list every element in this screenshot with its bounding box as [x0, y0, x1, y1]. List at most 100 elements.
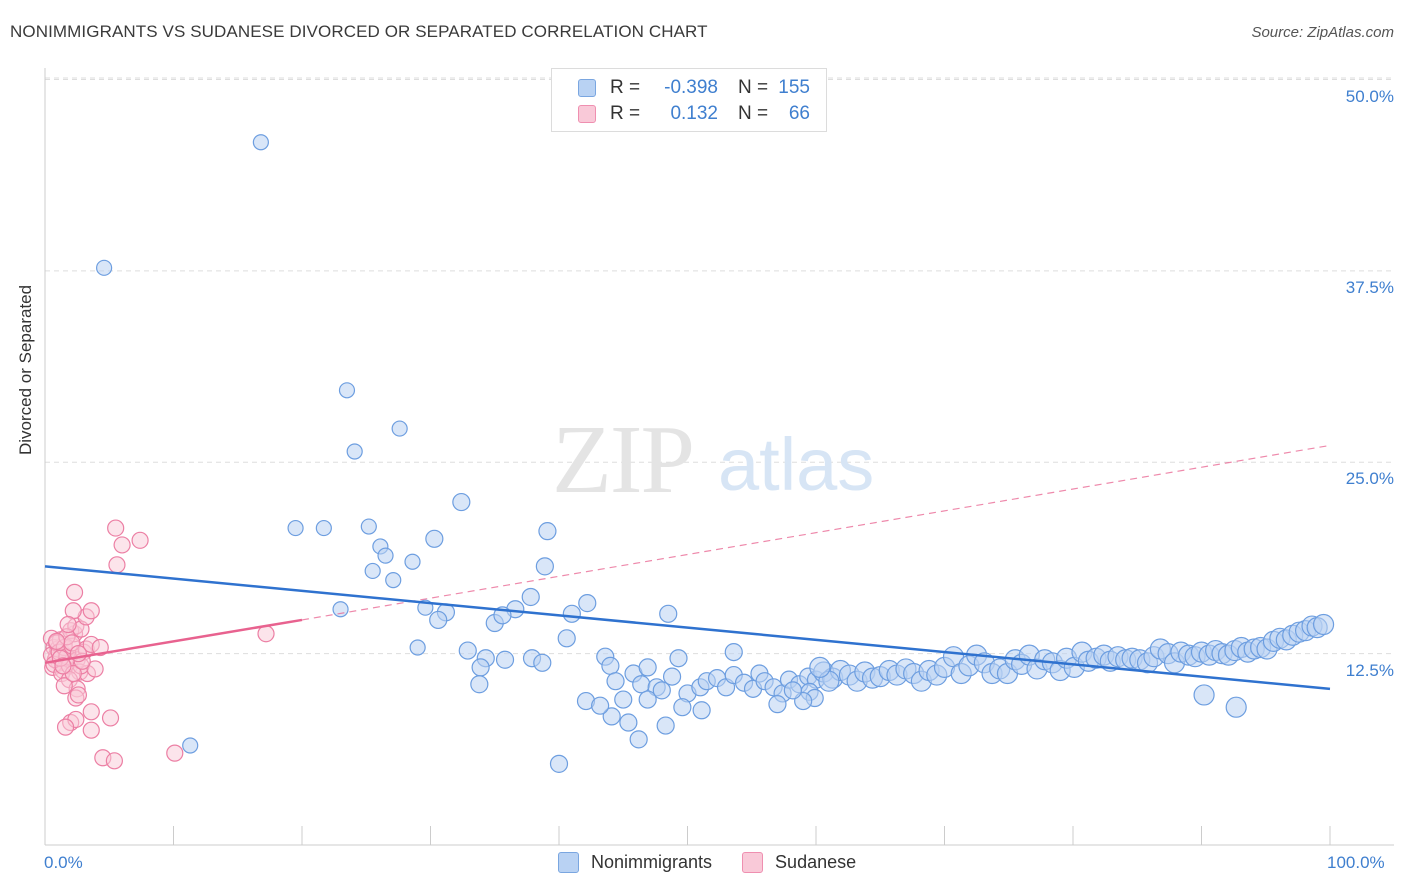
data-point-sudanese	[166, 744, 184, 762]
data-point-nonimmigrants	[377, 547, 394, 564]
data-point-nonimmigrants	[425, 529, 444, 548]
data-point-nonimmigrants	[1225, 696, 1247, 718]
data-point-nonimmigrants	[533, 653, 552, 672]
y-axis-label: Divorced or Separated	[16, 284, 35, 455]
data-point-sudanese	[47, 632, 66, 650]
legend-r-label: R =	[610, 103, 641, 124]
legend-item-sudanese: Sudanese	[742, 852, 856, 873]
data-point-nonimmigrants	[470, 675, 489, 694]
data-point-nonimmigrants	[549, 754, 569, 773]
data-point-sudanese	[113, 536, 131, 554]
data-point-nonimmigrants	[591, 696, 610, 715]
correlation-legend: R = -0.398 N = 155 R = 0.132 N = 66	[551, 68, 827, 132]
data-point-sudanese	[82, 703, 100, 721]
data-point-nonimmigrants	[332, 601, 349, 618]
legend-swatch-pink	[578, 105, 596, 123]
data-point-nonimmigrants	[458, 641, 477, 660]
data-point-sudanese	[82, 721, 100, 739]
data-point-nonimmigrants	[495, 650, 515, 669]
legend-swatch-blue	[578, 79, 596, 97]
data-point-nonimmigrants	[601, 656, 620, 675]
legend-n-value: 155	[778, 77, 810, 98]
data-point-nonimmigrants	[429, 610, 448, 630]
data-point-nonimmigrants	[632, 675, 651, 694]
data-point-nonimmigrants	[659, 604, 678, 623]
data-point-nonimmigrants	[768, 695, 787, 714]
data-point-nonimmigrants	[652, 681, 671, 700]
y-tick-label: 25.0%	[1345, 469, 1394, 488]
data-point-nonimmigrants	[471, 658, 490, 677]
data-point-nonimmigrants	[409, 639, 426, 656]
legend-row-sudanese: R = 0.132 N = 66	[578, 103, 810, 125]
data-point-nonimmigrants	[662, 667, 682, 686]
legend-swatch-blue	[558, 852, 579, 873]
data-point-sudanese	[105, 752, 123, 770]
data-point-sudanese	[86, 660, 104, 678]
legend-label-sudanese: Sudanese	[775, 852, 857, 872]
watermark-atlas: atlas	[718, 423, 874, 506]
data-point-nonimmigrants	[602, 707, 621, 726]
legend-n-label: N =	[738, 103, 769, 124]
watermark-zip: ZIP	[552, 406, 693, 514]
data-point-nonimmigrants	[452, 492, 471, 512]
data-point-nonimmigrants	[619, 713, 638, 732]
data-point-sudanese	[56, 718, 75, 736]
data-point-nonimmigrants	[338, 382, 356, 399]
legend-label-nonimmigrants: Nonimmigrants	[591, 852, 713, 872]
data-point-nonimmigrants	[404, 553, 421, 570]
data-point-nonimmigrants	[315, 519, 332, 537]
data-point-nonimmigrants	[656, 716, 675, 735]
data-point-sudanese	[59, 615, 77, 634]
legend-r-value: 0.132	[670, 103, 718, 124]
data-point-nonimmigrants	[673, 698, 692, 717]
data-point-sudanese	[65, 583, 84, 601]
series-nonimmigrants	[96, 134, 1335, 773]
data-point-nonimmigrants	[391, 420, 408, 437]
data-point-sudanese	[91, 638, 109, 657]
axes	[44, 68, 1394, 846]
data-point-nonimmigrants	[557, 629, 576, 648]
series-legend: Nonimmigrants Sudanese	[558, 852, 886, 873]
data-point-nonimmigrants	[252, 134, 269, 151]
data-point-nonimmigrants	[669, 649, 688, 668]
data-point-nonimmigrants	[521, 587, 540, 607]
data-point-nonimmigrants	[1312, 613, 1335, 636]
data-point-sudanese	[108, 556, 126, 574]
legend-n-value: 66	[788, 103, 810, 124]
data-point-nonimmigrants	[606, 672, 625, 691]
x-tick-label: 100.0%	[1327, 853, 1385, 872]
legend-r-label: R =	[610, 77, 641, 98]
y-tick-label: 12.5%	[1345, 661, 1394, 680]
legend-n-label: N =	[738, 77, 769, 98]
data-point-nonimmigrants	[783, 681, 802, 700]
data-point-nonimmigrants	[287, 519, 304, 537]
trend-lines	[44, 444, 1331, 691]
y-tick-label: 50.0%	[1345, 87, 1394, 106]
data-point-nonimmigrants	[538, 522, 557, 541]
data-point-nonimmigrants	[578, 594, 597, 613]
gridlines	[45, 77, 1394, 655]
data-point-sudanese	[82, 602, 100, 620]
y-tick-label: 37.5%	[1345, 278, 1394, 297]
data-point-nonimmigrants	[364, 562, 381, 580]
legend-item-nonimmigrants: Nonimmigrants	[558, 852, 712, 873]
data-point-nonimmigrants	[562, 604, 581, 623]
legend-r-value: -0.398	[664, 77, 718, 98]
data-point-nonimmigrants	[360, 518, 377, 535]
data-point-sudanese	[55, 677, 73, 695]
data-point-sudanese	[131, 531, 149, 549]
data-point-nonimmigrants	[182, 737, 199, 754]
trend-line-sudanese	[44, 618, 303, 665]
data-point-sudanese	[69, 686, 88, 704]
data-point-nonimmigrants	[614, 690, 633, 709]
data-point-nonimmigrants	[638, 690, 657, 709]
data-point-nonimmigrants	[346, 443, 363, 460]
data-point-nonimmigrants	[809, 656, 831, 679]
trend-line-nonimmigrants	[44, 565, 1331, 691]
data-point-nonimmigrants	[96, 259, 113, 276]
data-point-sudanese	[54, 657, 72, 675]
data-point-nonimmigrants	[1193, 684, 1215, 706]
data-point-nonimmigrants	[385, 572, 402, 589]
data-point-nonimmigrants	[692, 701, 711, 720]
